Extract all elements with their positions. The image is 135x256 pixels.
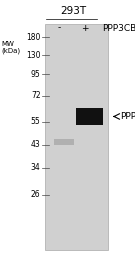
- Text: 95: 95: [31, 70, 40, 79]
- Text: 293T: 293T: [60, 6, 86, 16]
- Text: 130: 130: [26, 50, 40, 60]
- Text: +: +: [81, 24, 88, 33]
- Text: PPP3CB: PPP3CB: [120, 112, 135, 121]
- Text: 26: 26: [31, 190, 40, 199]
- Text: -: -: [58, 24, 61, 33]
- Bar: [45, 24, 108, 250]
- Text: PPP3CB: PPP3CB: [102, 24, 135, 33]
- Text: 180: 180: [26, 33, 40, 42]
- Text: 72: 72: [31, 91, 40, 101]
- Text: 43: 43: [31, 140, 40, 149]
- Bar: [54, 139, 74, 145]
- Bar: [76, 108, 103, 125]
- Text: MW
(kDa): MW (kDa): [1, 41, 21, 54]
- Text: 55: 55: [31, 117, 40, 126]
- Text: 34: 34: [31, 163, 40, 172]
